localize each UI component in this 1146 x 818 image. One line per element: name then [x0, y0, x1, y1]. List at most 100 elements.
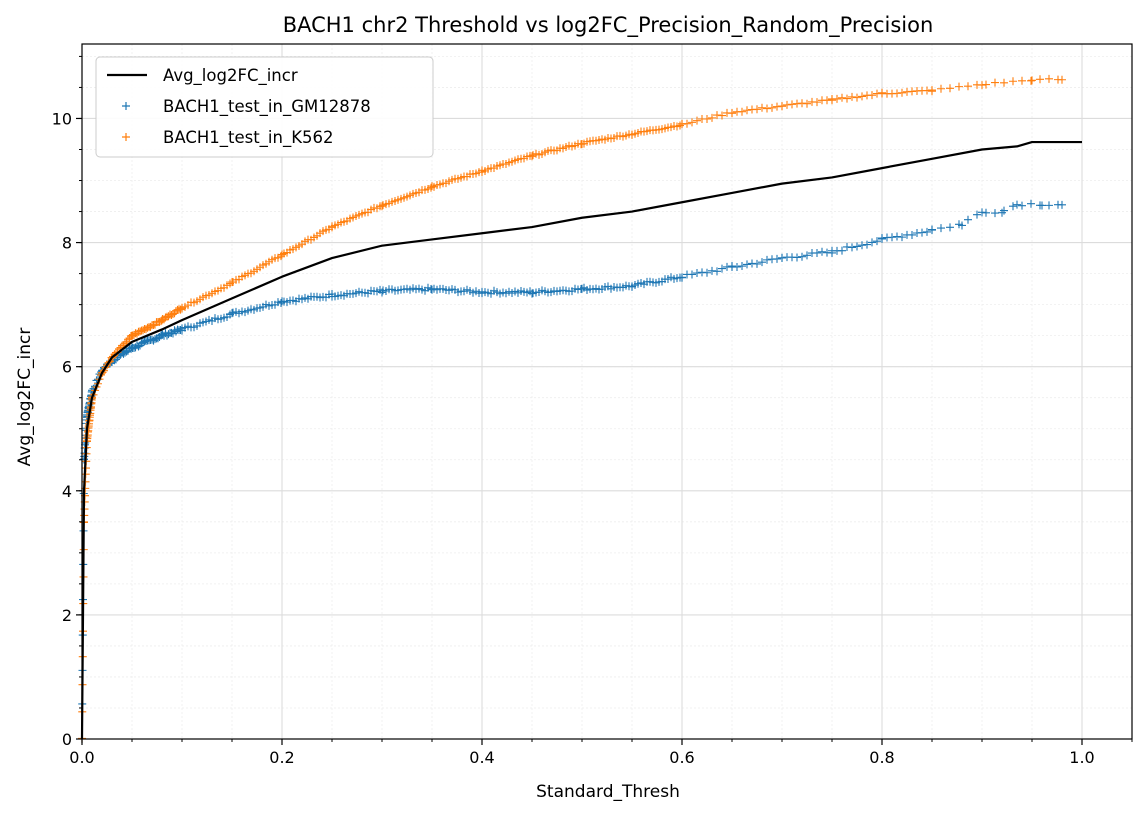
- data-point: [128, 331, 136, 340]
- data-point: [528, 289, 536, 298]
- data-point: [678, 120, 686, 129]
- data-point: [178, 324, 186, 333]
- data-point: [1009, 77, 1017, 86]
- data-point: [878, 88, 886, 97]
- data-point: [178, 303, 186, 312]
- y-tick-label: 6: [62, 358, 72, 377]
- data-point: [228, 278, 236, 287]
- data-point: [713, 267, 721, 276]
- x-tick-label: 0.4: [469, 748, 494, 767]
- x-tick-label: 1.0: [1069, 748, 1094, 767]
- data-point: [998, 208, 1006, 217]
- data-point: [893, 232, 901, 241]
- axes: 0.0 0.2 0.4 0.6 0.8 1.0 0 2 4 6 8 10: [52, 43, 1133, 767]
- data-point: [703, 268, 711, 277]
- data-point: [873, 237, 881, 246]
- legend-marker-swatch: [122, 133, 130, 141]
- data-point: [738, 107, 746, 116]
- data-point: [628, 282, 636, 291]
- y-tick-label: 4: [62, 482, 72, 501]
- data-point: [378, 288, 386, 297]
- data-point: [378, 202, 386, 211]
- legend-label: Avg_log2FC_incr: [163, 66, 298, 86]
- plot-frame: [81, 43, 1133, 740]
- data-point: [1058, 75, 1066, 84]
- data-point: [758, 258, 766, 267]
- data-point: [738, 262, 746, 271]
- data-point: [768, 103, 776, 112]
- x-tick-label: 0.0: [69, 748, 94, 767]
- data-point: [946, 223, 954, 232]
- data-point: [978, 208, 986, 217]
- data-point: [743, 106, 751, 115]
- data-point: [964, 82, 972, 91]
- data-point: [753, 105, 761, 114]
- data-point: [868, 91, 876, 100]
- data-point: [858, 241, 866, 250]
- data-point: [964, 215, 972, 224]
- data-point: [858, 92, 866, 101]
- chart-title: BACH1 chr2 Threshold vs log2FC_Precision…: [283, 13, 934, 38]
- data-point: [868, 238, 876, 247]
- data-point: [1027, 199, 1035, 208]
- data-point: [718, 111, 726, 120]
- data-point: [813, 98, 821, 107]
- data-point: [813, 248, 821, 257]
- data-point: [946, 84, 954, 93]
- data-point: [478, 166, 486, 175]
- data-point: [833, 94, 841, 103]
- data-point: [743, 260, 751, 269]
- data-point: [978, 81, 986, 90]
- data-point: [158, 316, 166, 325]
- data-point: [1000, 78, 1008, 87]
- data-point: [478, 287, 486, 296]
- data-point: [728, 262, 736, 270]
- data-point: [958, 221, 966, 230]
- data-point: [1013, 200, 1021, 209]
- data-point: [708, 113, 716, 122]
- data-point: [853, 93, 861, 102]
- data-point: [176, 326, 185, 335]
- y-tick-label: 10: [52, 109, 72, 128]
- data-point: [676, 121, 684, 130]
- data-point: [758, 103, 766, 112]
- data-point: [1045, 201, 1053, 210]
- data-point: [1028, 76, 1036, 85]
- data-point: [328, 222, 336, 231]
- data-point: [828, 248, 836, 257]
- data-point: [838, 93, 846, 102]
- data-point: [778, 253, 786, 262]
- legend-marker-swatch: [122, 102, 130, 110]
- data-point: [848, 243, 856, 252]
- plot-area: [78, 74, 1082, 743]
- data-point: [928, 86, 936, 95]
- data-point: [578, 284, 586, 293]
- x-axis-label: Standard_Thresh: [536, 782, 680, 802]
- data-point: [628, 130, 636, 139]
- legend-label: BACH1_test_in_K562: [163, 128, 334, 148]
- x-tick-label: 0.8: [869, 748, 894, 767]
- data-point: [838, 246, 846, 255]
- data-point: [773, 254, 781, 263]
- data-point: [923, 227, 931, 236]
- data-point: [898, 88, 906, 97]
- data-point: [991, 209, 999, 218]
- data-point: [1018, 76, 1026, 85]
- y-axis-label: Avg_log2FC_incr: [15, 328, 35, 467]
- data-point: [428, 182, 436, 191]
- data-point: [973, 210, 981, 219]
- data-point: [328, 290, 336, 299]
- data-point: [228, 309, 236, 318]
- data-point: [176, 305, 185, 314]
- data-point: [937, 224, 945, 233]
- data-point: [1058, 200, 1066, 209]
- data-point: [898, 233, 906, 242]
- legend-label: BACH1_test_in_GM12878: [163, 97, 371, 117]
- y-tick-label: 2: [62, 606, 72, 625]
- data-point: [788, 100, 796, 109]
- data-point: [678, 273, 686, 282]
- data-point: [803, 251, 811, 260]
- legend-box: [95, 56, 434, 158]
- legend: Avg_log2FC_incr BACH1_test_in_GM12878 BACH…: [95, 56, 434, 158]
